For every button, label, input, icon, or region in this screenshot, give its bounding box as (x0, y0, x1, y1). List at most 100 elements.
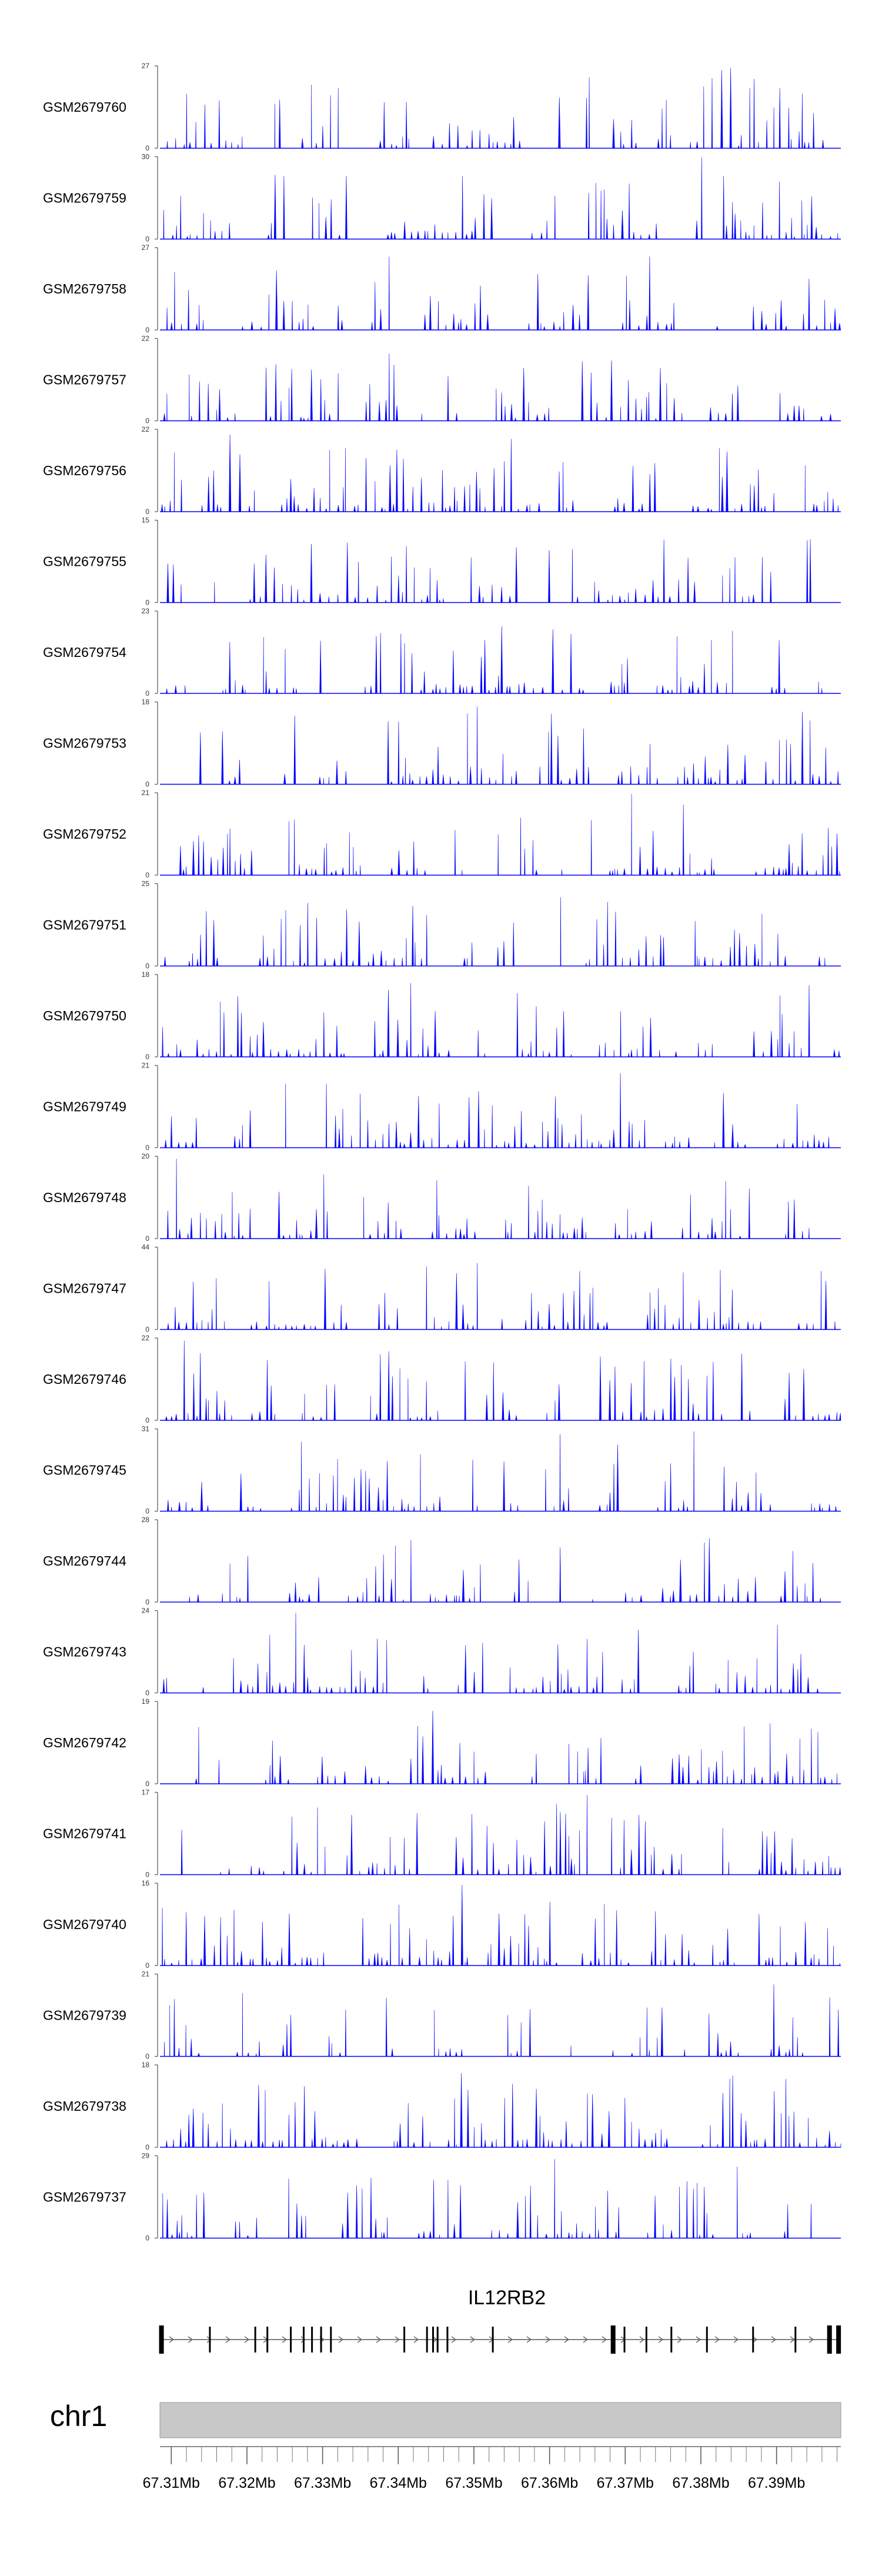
y-tick-max: 18 (142, 970, 150, 979)
y-tick-max: 19 (142, 1697, 150, 1706)
track-GSM2679739: GSM2679739 21 0 (43, 1970, 841, 2061)
gene-exon (645, 2327, 647, 2353)
y-tick-min: 0 (145, 417, 149, 425)
y-tick-min: 0 (145, 1053, 149, 1061)
track-label: GSM2679738 (43, 2098, 126, 2114)
track-label: GSM2679755 (43, 554, 126, 569)
coverage-area (160, 1340, 841, 1421)
track-label: GSM2679741 (43, 1826, 126, 1841)
strand-arrow (771, 2336, 777, 2343)
track-label: GSM2679758 (43, 281, 126, 296)
track-label: GSM2679740 (43, 1917, 126, 1932)
strand-arrow (206, 2336, 212, 2343)
genome-axis-track: 67.31Mb 67.32Mb 67.33Mb 67.34Mb 67.35Mb 67.36… (143, 2446, 841, 2491)
track-GSM2679750: GSM2679750 18 0 (43, 970, 841, 1061)
coverage-area (160, 1538, 841, 1603)
axis-tick-label: 67.37Mb (597, 2475, 654, 2491)
track-GSM2679741: GSM2679741 17 0 (43, 1788, 841, 1879)
strand-arrow (714, 2336, 720, 2343)
coverage-area (160, 539, 841, 603)
axis-tick-label: 67.32Mb (218, 2475, 275, 2491)
coverage-area (160, 353, 841, 421)
track-label: GSM2679743 (43, 1644, 126, 1660)
y-tick-min: 0 (145, 2053, 149, 2061)
track-GSM2679746: GSM2679746 22 0 (43, 1334, 841, 1424)
track-GSM2679756: GSM2679756 22 0 (43, 425, 841, 516)
axis-tick-label: 67.39Mb (748, 2475, 805, 2491)
y-tick-max: 21 (142, 1970, 150, 1978)
y-tick-min: 0 (145, 1507, 149, 1516)
strand-arrow (169, 2336, 175, 2343)
y-tick-max: 22 (142, 1334, 150, 1342)
y-tick-max: 27 (142, 62, 150, 70)
y-tick-max: 27 (142, 243, 150, 252)
gene-exon (836, 2325, 841, 2354)
track-label: GSM2679757 (43, 372, 126, 388)
track-GSM2679749: GSM2679749 21 0 (43, 1062, 841, 1152)
gene-exon (320, 2327, 322, 2353)
y-tick-min: 0 (145, 780, 149, 789)
strand-arrow (376, 2336, 382, 2343)
gene-exon (159, 2325, 164, 2354)
coverage-area (160, 1710, 841, 1784)
strand-arrow (357, 2336, 363, 2343)
track-GSM2679755: GSM2679755 15 0 (43, 516, 841, 607)
gene-exon (209, 2327, 211, 2353)
strand-arrow (188, 2336, 193, 2343)
track-GSM2679759: GSM2679759 30 0 (43, 153, 841, 243)
y-tick-max: 20 (142, 1152, 150, 1160)
strand-arrow (752, 2336, 758, 2343)
strand-arrow (677, 2336, 683, 2343)
y-tick-max: 15 (142, 516, 150, 525)
gene-exon (403, 2327, 406, 2353)
track-label: GSM2679756 (43, 463, 126, 478)
gene-exon (794, 2327, 797, 2353)
y-tick-min: 0 (145, 2234, 149, 2243)
y-tick-max: 24 (142, 1607, 150, 1615)
y-tick-min: 0 (145, 1416, 149, 1424)
coverage-area (160, 706, 841, 785)
coverage-area (160, 897, 841, 966)
coverage-area (160, 794, 841, 876)
strand-arrow (696, 2336, 701, 2343)
strand-arrow (808, 2336, 814, 2343)
strand-arrow (602, 2336, 607, 2343)
y-tick-max: 18 (142, 698, 150, 706)
track-label: GSM2679746 (43, 1372, 126, 1387)
track-GSM2679753: GSM2679753 18 0 (43, 698, 841, 789)
y-tick-max: 22 (142, 425, 150, 433)
y-tick-min: 0 (145, 2143, 149, 2151)
track-label: GSM2679753 (43, 736, 126, 751)
strand-arrow (395, 2336, 400, 2343)
axis-tick-label: 67.34Mb (370, 2475, 427, 2491)
y-tick-max: 16 (142, 1879, 150, 1887)
y-tick-min: 0 (145, 144, 149, 152)
y-tick-min: 0 (145, 1871, 149, 1879)
y-tick-min: 0 (145, 871, 149, 879)
strand-arrow (244, 2336, 250, 2343)
y-tick-max: 23 (142, 607, 150, 615)
gene-exon (670, 2327, 673, 2353)
coverage-area (160, 1431, 841, 1511)
y-tick-max: 22 (142, 335, 150, 343)
coverage-area (160, 157, 841, 239)
y-tick-min: 0 (145, 1326, 149, 1334)
track-label: GSM2679751 (43, 917, 126, 933)
gene-exon (446, 2327, 449, 2353)
y-tick-max: 21 (142, 789, 150, 797)
strand-arrow (338, 2336, 344, 2343)
track-GSM2679747: GSM2679747 44 0 (43, 1243, 841, 1334)
coverage-area (160, 1073, 841, 1148)
track-GSM2679743: GSM2679743 24 0 (43, 1607, 841, 1697)
gene-label: IL12RB2 (468, 2287, 546, 2309)
gene-exon (492, 2327, 494, 2353)
gene-track: IL12RB2 (159, 2287, 841, 2354)
coverage-area (160, 1263, 841, 1330)
track-label: GSM2679745 (43, 1463, 126, 1478)
strand-arrow (790, 2336, 796, 2343)
strand-arrow (733, 2336, 739, 2343)
track-label: GSM2679742 (43, 1735, 126, 1750)
axis-tick-label: 67.33Mb (294, 2475, 351, 2491)
strand-arrow (470, 2336, 476, 2343)
track-GSM2679740: GSM2679740 16 0 (43, 1879, 841, 1970)
